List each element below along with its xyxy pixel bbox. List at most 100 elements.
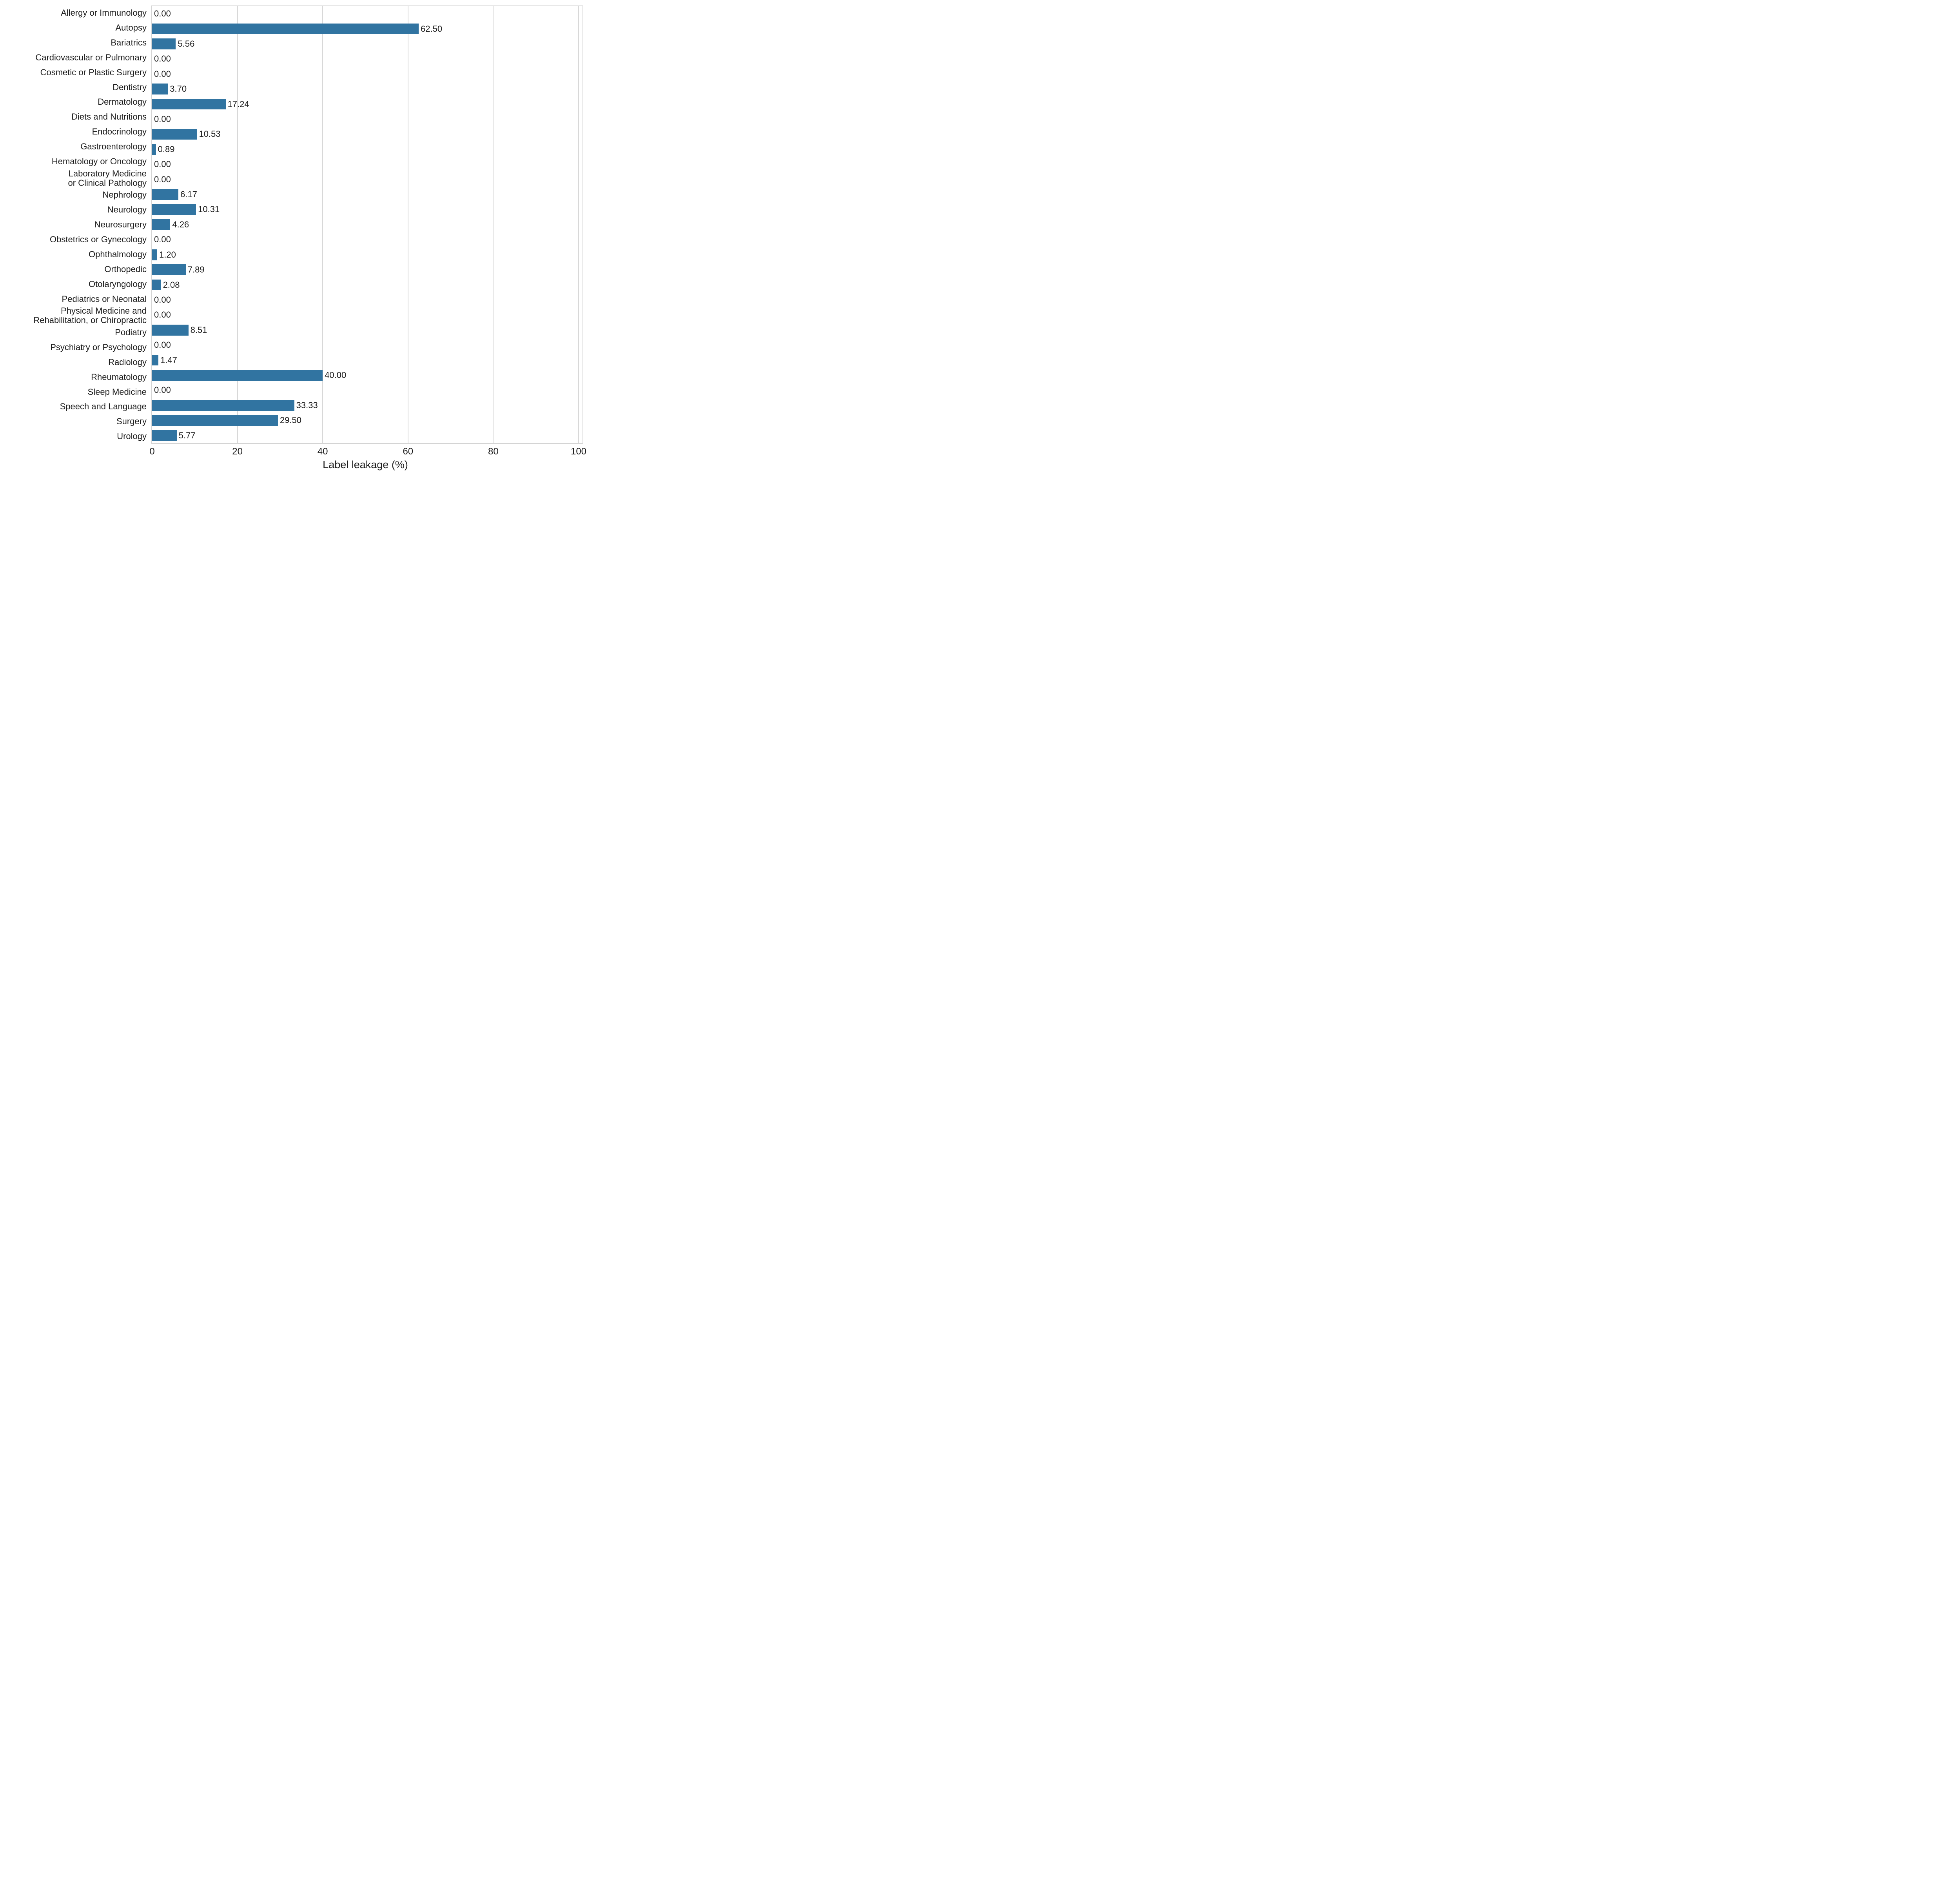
category-label: Neurology <box>107 205 147 215</box>
category-label: Hematology or Oncology <box>51 156 147 166</box>
bar <box>152 370 323 381</box>
value-label: 33.33 <box>296 400 318 410</box>
x-tick-label: 20 <box>232 446 243 457</box>
category-label: Dentistry <box>113 82 147 92</box>
category-label: Urology <box>117 431 147 441</box>
bar <box>152 415 278 426</box>
bar-row: 0.00 <box>152 292 583 307</box>
bar <box>152 324 189 336</box>
category-label: Rheumatology <box>91 372 147 382</box>
category-label: Radiology <box>108 357 147 367</box>
bar-row: 0.00 <box>152 383 583 398</box>
category-label: Cardiovascular or Pulmonary <box>35 52 147 62</box>
bar-row: 1.20 <box>152 247 583 262</box>
bar-row: 17.24 <box>152 96 583 111</box>
category-label: Gastroenterology <box>80 142 147 152</box>
value-label: 10.31 <box>198 204 220 214</box>
category-label: Diets and Nutritions <box>71 112 147 122</box>
bar <box>152 84 168 95</box>
category-label: Ophthalmology <box>89 249 147 259</box>
bar <box>152 249 158 260</box>
bar <box>152 354 158 366</box>
bar-row: 62.50 <box>152 21 583 36</box>
category-label: Endocrinology <box>92 127 147 137</box>
bar-row: 8.51 <box>152 323 583 338</box>
x-axis-ticks: 0 20 40 60 80 100 <box>0 447 588 459</box>
bar-row: 3.70 <box>152 82 583 96</box>
bar-row: 0.00 <box>152 51 583 66</box>
x-axis-label: Label leakage (%) <box>323 459 408 470</box>
bar <box>152 279 161 291</box>
bar-row: 7.89 <box>152 262 583 277</box>
gridline <box>493 6 494 443</box>
value-label: 17.24 <box>227 99 249 109</box>
category-label: Podiatry <box>115 327 147 337</box>
bar-row: 0.00 <box>152 338 583 352</box>
category-label: Speech and Language <box>60 401 147 412</box>
bar-row: 1.47 <box>152 352 583 367</box>
bar-row: 6.17 <box>152 187 583 202</box>
bar-row: 40.00 <box>152 368 583 383</box>
value-label: 6.17 <box>180 189 197 200</box>
bar <box>152 144 156 155</box>
value-label: 0.89 <box>158 144 175 154</box>
value-label: 5.77 <box>178 430 196 440</box>
value-label: 29.50 <box>279 415 302 425</box>
bar <box>152 129 197 140</box>
x-tick-label: 0 <box>149 446 155 457</box>
bar-row: 5.77 <box>152 428 583 443</box>
bar-row: 0.00 <box>152 112 583 127</box>
bar-row: 0.89 <box>152 142 583 157</box>
category-label: Psychiatry or Psychology <box>50 342 147 352</box>
bar-row: 29.50 <box>152 413 583 428</box>
value-label: 40.00 <box>325 370 347 380</box>
bar-row: 33.33 <box>152 398 583 413</box>
value-label: 0.00 <box>154 340 171 350</box>
value-label: 0.00 <box>154 69 171 79</box>
bar-row: 0.00 <box>152 172 583 187</box>
bar-row: 0.00 <box>152 6 583 21</box>
bar <box>152 400 294 411</box>
category-label: Orthopedic <box>104 264 147 274</box>
category-labels: Allergy or Immunology Autopsy Bariatrics Ca… <box>0 5 147 444</box>
value-label: 5.56 <box>178 39 195 49</box>
x-tick-label: 40 <box>317 446 328 457</box>
value-label: 1.47 <box>160 355 177 365</box>
category-label: Sleep Medicine <box>87 387 147 397</box>
value-label: 1.20 <box>159 249 176 260</box>
category-label: Cosmetic or Plastic Surgery <box>40 67 147 77</box>
value-label: 62.50 <box>421 24 443 34</box>
bar-row: 2.08 <box>152 277 583 292</box>
bar-rows: 0.00 62.50 5.56 0.00 0.00 3.70 17.24 0.00 10.53 0… <box>152 6 583 443</box>
bar <box>152 189 179 200</box>
value-label: 0.00 <box>154 310 171 320</box>
bar-row: 0.00 <box>152 307 583 322</box>
value-label: 0.00 <box>154 234 171 245</box>
x-tick-label: 100 <box>570 446 587 457</box>
x-tick-label: 80 <box>488 446 499 457</box>
bar <box>152 430 177 441</box>
value-label: 7.89 <box>187 265 205 275</box>
value-label: 2.08 <box>163 280 180 290</box>
category-label: Autopsy <box>115 22 147 33</box>
bar-row: 4.26 <box>152 217 583 232</box>
category-label: Nephrology <box>102 190 147 200</box>
value-label: 0.00 <box>154 114 171 124</box>
bar-chart: Allergy or Immunology Autopsy Bariatrics Ca… <box>0 0 588 470</box>
category-label: Physical Medicine and Rehabilitation, or… <box>33 306 147 325</box>
bar <box>152 23 419 35</box>
value-label: 4.26 <box>172 219 189 229</box>
bar-row: 10.31 <box>152 202 583 217</box>
value-label: 0.00 <box>154 174 171 184</box>
category-label: Pediatrics or Neonatal <box>62 294 147 304</box>
bar-row: 0.00 <box>152 157 583 172</box>
category-label: Laboratory Medicine or Clinical Patholog… <box>68 168 147 188</box>
category-label: Surgery <box>116 416 147 427</box>
category-label: Obstetrics or Gynecology <box>50 234 147 245</box>
value-label: 0.00 <box>154 9 171 19</box>
gridline <box>237 6 238 443</box>
gridline <box>322 6 323 443</box>
value-label: 8.51 <box>190 325 207 335</box>
bar <box>152 98 226 110</box>
category-label: Dermatology <box>98 97 147 107</box>
